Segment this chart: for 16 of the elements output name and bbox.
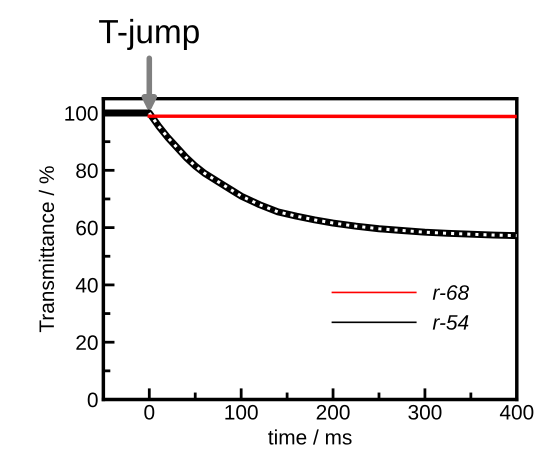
legend-label: r-54 bbox=[432, 315, 468, 330]
y-axis-title: Transmittance / % bbox=[38, 166, 54, 332]
x-tick-label: 200 bbox=[316, 404, 350, 420]
y-tick-label: 0 bbox=[88, 392, 98, 408]
x-tick-label: 100 bbox=[225, 404, 258, 420]
y-tick-label: 100 bbox=[65, 106, 98, 121]
x-tick-label: 400 bbox=[500, 404, 534, 420]
y-tick-label: 40 bbox=[76, 278, 98, 293]
legend-label: r-68 bbox=[432, 285, 469, 300]
x-tick-label: 300 bbox=[408, 404, 442, 420]
y-tick-label: 80 bbox=[76, 163, 98, 178]
y-tick-label: 20 bbox=[76, 335, 98, 350]
y-tick-label: 60 bbox=[76, 220, 98, 236]
x-tick-label: 0 bbox=[144, 404, 154, 420]
x-axis-title: time / ms bbox=[268, 429, 352, 445]
annotation: T-jump bbox=[99, 18, 199, 50]
